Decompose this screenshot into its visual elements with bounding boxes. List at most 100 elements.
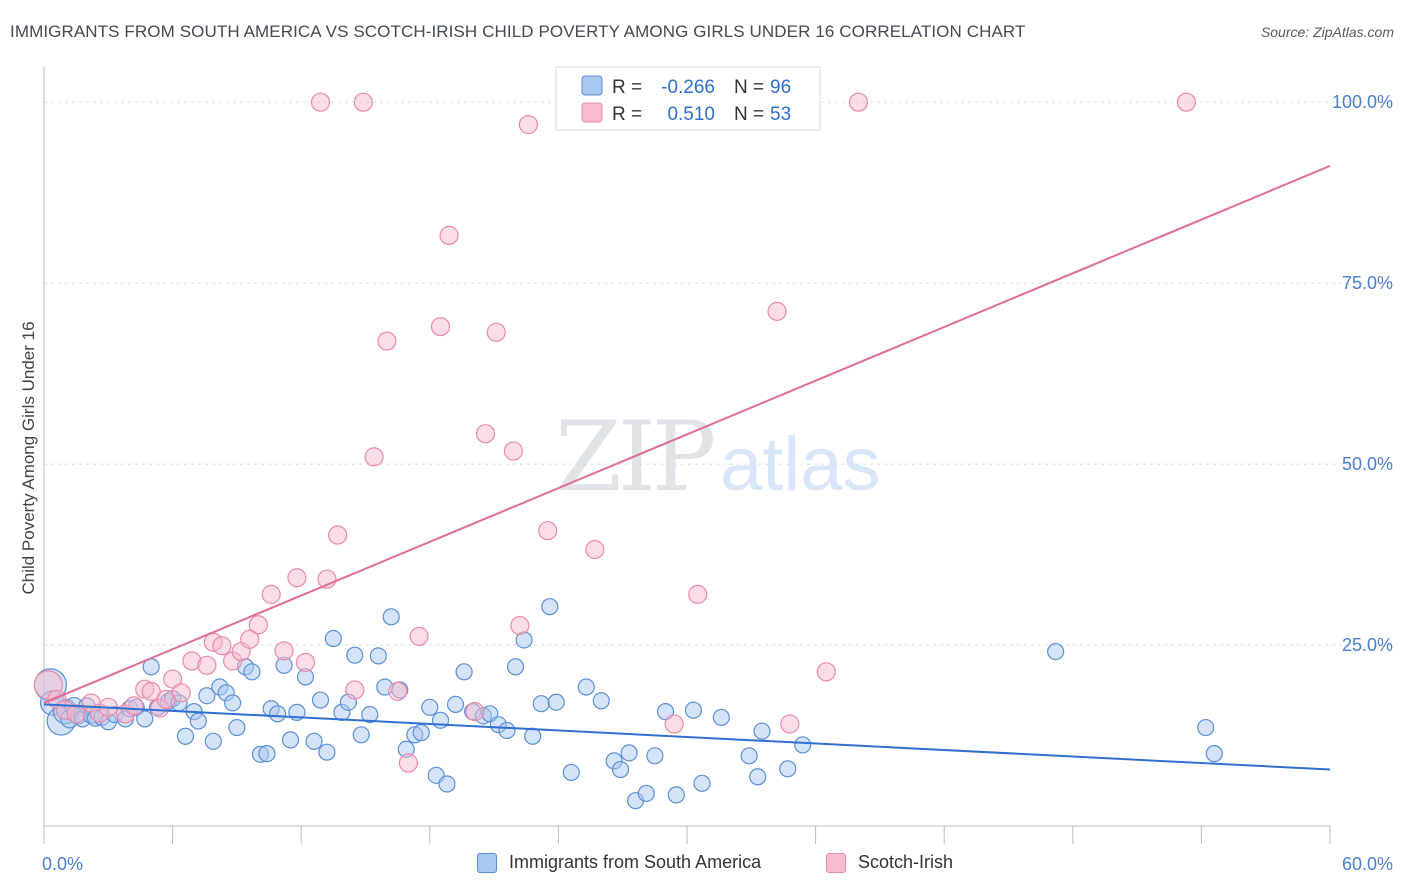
- legend-bottom: Immigrants from South America Scotch-Iri…: [0, 852, 1406, 878]
- scotch-irish-point-52: [848, 92, 869, 112]
- source-credit: Source: ZipAtlas.com: [1260, 24, 1394, 40]
- immigrants-point-33: [243, 663, 261, 681]
- immigrants-point-92: [779, 760, 797, 778]
- x-ticks: [43, 826, 1331, 844]
- immigrants-point-94: [1047, 642, 1065, 661]
- scotch-irish-point-36: [409, 626, 429, 646]
- scotch-irish-point-50: [780, 714, 800, 734]
- immigrants-point-90: [749, 768, 767, 786]
- immigrants-point-73: [541, 598, 559, 616]
- series-immigrants-south-america: [33, 598, 1223, 810]
- immigrants-point-63: [455, 663, 473, 681]
- scotch-irish-point-38: [439, 225, 459, 245]
- immigrants-point-53: [382, 608, 400, 626]
- y-tick-label-1: 50.0%: [1342, 454, 1393, 474]
- scotch-irish-point-35: [398, 753, 418, 773]
- legend-item-immigrants: Immigrants from South America: [477, 852, 761, 873]
- immigrants-point-82: [637, 784, 655, 803]
- scotch-irish-point-32: [364, 447, 384, 467]
- scotch-irish-point-24: [274, 641, 294, 661]
- y-tick-labels: 25.0% 50.0% 75.0% 100.0%: [1332, 92, 1393, 655]
- y-tick-label-2: 75.0%: [1342, 273, 1393, 293]
- immigrants-point-75: [562, 763, 580, 782]
- immigrants-point-93: [794, 736, 812, 754]
- scotch-irish-point-48: [688, 584, 708, 604]
- scotch-irish-point-39: [465, 702, 485, 722]
- watermark-zip: ZIP: [555, 401, 714, 513]
- y-axis-label: Child Poverty Among Girls Under 16: [19, 321, 38, 594]
- legend-top: R = -0.266 N = 96 R = 0.510 N = 53: [555, 66, 821, 131]
- immigrants-point-91: [753, 722, 771, 740]
- immigrants-point-76: [577, 678, 595, 696]
- immigrants-point-80: [620, 744, 638, 762]
- scotch-irish-point-26: [295, 652, 316, 673]
- scotch-irish-point-29: [328, 525, 348, 545]
- scotch-irish-point-8: [124, 696, 144, 716]
- scotch-irish-point-22: [248, 615, 268, 635]
- immigrants-point-51: [369, 647, 387, 665]
- scotch-irish-point-53: [1176, 92, 1196, 112]
- immigrants-point-85: [667, 786, 685, 804]
- immigrants-point-87: [693, 774, 711, 792]
- legend-n-label-2: N =: [734, 104, 764, 125]
- immigrants-point-30: [224, 694, 242, 712]
- watermark: ZIP atlas: [555, 401, 881, 513]
- scotch-irish-point-30: [345, 680, 365, 700]
- trend-line-scotch-irish: [43, 164, 1331, 704]
- immigrants-point-58: [421, 698, 439, 716]
- immigrants-point-50: [361, 705, 379, 724]
- scotch-irish-point-40: [475, 424, 496, 444]
- immigrants-point-89: [740, 747, 758, 765]
- scotch-irish-point-45: [538, 521, 558, 541]
- immigrants-point-49: [352, 726, 370, 744]
- scotch-irish-point-33: [377, 331, 397, 351]
- immigrants-point-88: [712, 708, 730, 727]
- grid-lines: [44, 101, 1392, 646]
- scotch-irish-point-46: [585, 539, 605, 560]
- legend-r-label-1: R =: [612, 77, 642, 98]
- scotch-irish-point-44: [518, 115, 538, 135]
- scotch-irish-point-47: [664, 714, 684, 734]
- trend-line-immigrants: [43, 703, 1331, 771]
- immigrants-point-95: [1197, 718, 1215, 737]
- x-tick-label-0: 0.0%: [42, 854, 83, 874]
- scotch-irish-point-49: [767, 301, 787, 321]
- immigrants-point-43: [311, 691, 330, 709]
- immigrants-point-71: [524, 727, 542, 745]
- legend-swatch-immigrants: [477, 852, 497, 873]
- y-tick-label-0: 25.0%: [1342, 635, 1393, 655]
- immigrants-point-45: [324, 629, 342, 648]
- legend-item-scotch-irish: Scotch-Irish: [826, 852, 953, 873]
- chart-title: IMMIGRANTS FROM SOUTH AMERICA VS SCOTCH-…: [10, 22, 1026, 41]
- legend-label-immigrants: Immigrants from South America: [509, 852, 762, 872]
- legend-n-label-1: N =: [734, 77, 764, 98]
- legend-n-value-1: 96: [770, 77, 791, 98]
- x-tick-label-1: 60.0%: [1342, 854, 1393, 874]
- immigrants-point-27: [204, 732, 222, 750]
- legend-label-scotch-irish: Scotch-Irish: [858, 852, 954, 872]
- scotch-irish-point-23: [261, 584, 281, 604]
- legend-swatch-blue: [581, 75, 603, 96]
- immigrants-point-57: [412, 724, 430, 742]
- immigrants-point-35: [258, 745, 276, 763]
- immigrants-point-42: [305, 732, 323, 750]
- legend-r-value-2: 0.510: [667, 104, 715, 125]
- immigrants-point-69: [506, 658, 525, 676]
- immigrants-point-96: [1205, 745, 1223, 763]
- scotch-irish-point-43: [510, 615, 530, 636]
- immigrants-point-61: [438, 775, 456, 793]
- immigrants-point-72: [532, 695, 550, 713]
- x-tick-labels: 0.0% 60.0%: [42, 854, 1393, 874]
- legend-r-value-1: -0.266: [661, 77, 715, 98]
- immigrants-point-86: [684, 701, 703, 719]
- legend-n-value-2: 53: [770, 104, 791, 125]
- immigrants-point-26: [198, 687, 216, 705]
- immigrants-point-68: [498, 721, 516, 740]
- immigrants-point-83: [646, 747, 664, 765]
- legend-swatch-pink: [581, 102, 603, 123]
- immigrants-point-62: [446, 695, 465, 714]
- scotch-irish-point-13: [163, 669, 183, 689]
- scotch-irish-point-14: [171, 683, 191, 703]
- scotch-irish-point-51: [816, 662, 836, 682]
